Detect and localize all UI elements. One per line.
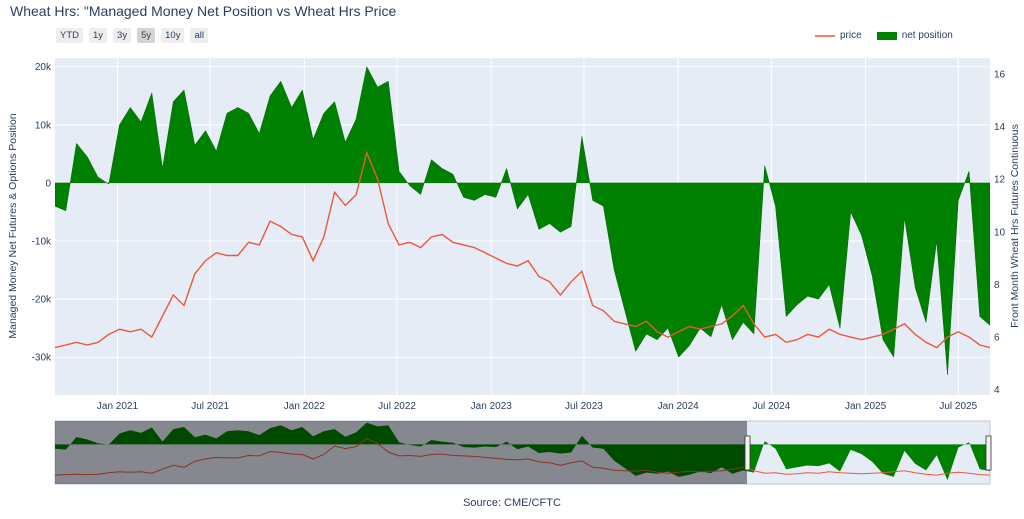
y2-tick-label: 12 (994, 175, 1006, 186)
x-tick-label: Jan 2025 (845, 401, 887, 412)
legend-label-price: price (840, 30, 862, 41)
y-axis-title-right: Front Month Wheat Hrs Futures Continuous (1009, 124, 1021, 328)
legend: price net position (814, 30, 953, 41)
x-tick-label: Jan 2024 (658, 401, 700, 412)
x-tick-label: Jan 2023 (471, 401, 513, 412)
x-axis: Jan 2021 Jul 2021 Jan 2022 Jul 2022 Jan 2023… (97, 401, 978, 412)
range-selector: YTD 1y 3y 5y 10y all (56, 28, 208, 43)
y-axis-right: 16 14 12 10 8 6 4 (994, 69, 1006, 396)
x-tick-label: Jul 2025 (939, 401, 977, 412)
range-slider-price-line (55, 438, 990, 476)
y2-tick-label: 6 (994, 333, 1000, 344)
net-position-area (55, 65, 990, 375)
x-tick-label: Jul 2022 (378, 401, 416, 412)
x-tick-label: Jul 2024 (752, 401, 790, 412)
y2-tick-label: 16 (994, 69, 1006, 80)
x-tick-label: Jul 2023 (565, 401, 603, 412)
range-button-10y[interactable]: 10y (161, 28, 185, 43)
range-button-ytd[interactable]: YTD (56, 28, 83, 43)
range-slider-left-handle[interactable] (744, 435, 751, 471)
range-button-1y[interactable]: 1y (89, 28, 108, 43)
range-slider-right-handle[interactable] (985, 435, 992, 471)
y2-tick-label: 10 (994, 227, 1006, 238)
price-line (55, 150, 990, 349)
x-tick-label: Jul 2021 (191, 401, 229, 412)
y-axis-title-left: Managed Money Net Futures & Options Posi… (7, 113, 19, 338)
y2-tick-label: 4 (994, 385, 1000, 396)
y-tick-label: 0 (45, 178, 51, 189)
chart-title: Wheat Hrs: "Managed Money Net Position v… (10, 3, 397, 19)
legend-item-net-position[interactable]: net position (876, 30, 953, 41)
legend-item-price[interactable]: price (814, 30, 862, 41)
range-slider[interactable] (54, 420, 992, 485)
y2-tick-label: 14 (994, 122, 1006, 133)
legend-line-swatch (815, 34, 835, 37)
x-tick-label: Jan 2021 (97, 401, 139, 412)
y-tick-label: -20k (32, 295, 52, 306)
range-button-3y[interactable]: 3y (113, 28, 132, 43)
range-button-all[interactable]: all (190, 28, 208, 43)
range-slider-mask (55, 421, 747, 484)
legend-area-swatch (876, 31, 897, 40)
x-tick-label: Jan 2022 (284, 401, 326, 412)
y2-tick-label: 8 (994, 280, 1000, 291)
y-tick-label: 20k (35, 62, 52, 73)
y-tick-label: 10k (35, 120, 52, 131)
source-note: Source: CME/CFTC (463, 497, 561, 509)
y-tick-label: -30k (32, 353, 52, 364)
plot-area (55, 58, 990, 395)
y-axis-left: 20k 10k 0 -10k -20k -30k (32, 62, 52, 364)
legend-label-net-position: net position (901, 30, 953, 41)
chart-canvas: 20k 10k 0 -10k -20k -30k 16 14 12 10 8 6 4 Jan 2021… (7, 58, 1021, 485)
y-tick-label: -10k (32, 237, 52, 248)
range-slider-net-area (55, 422, 990, 481)
range-button-5y[interactable]: 5y (137, 28, 156, 43)
